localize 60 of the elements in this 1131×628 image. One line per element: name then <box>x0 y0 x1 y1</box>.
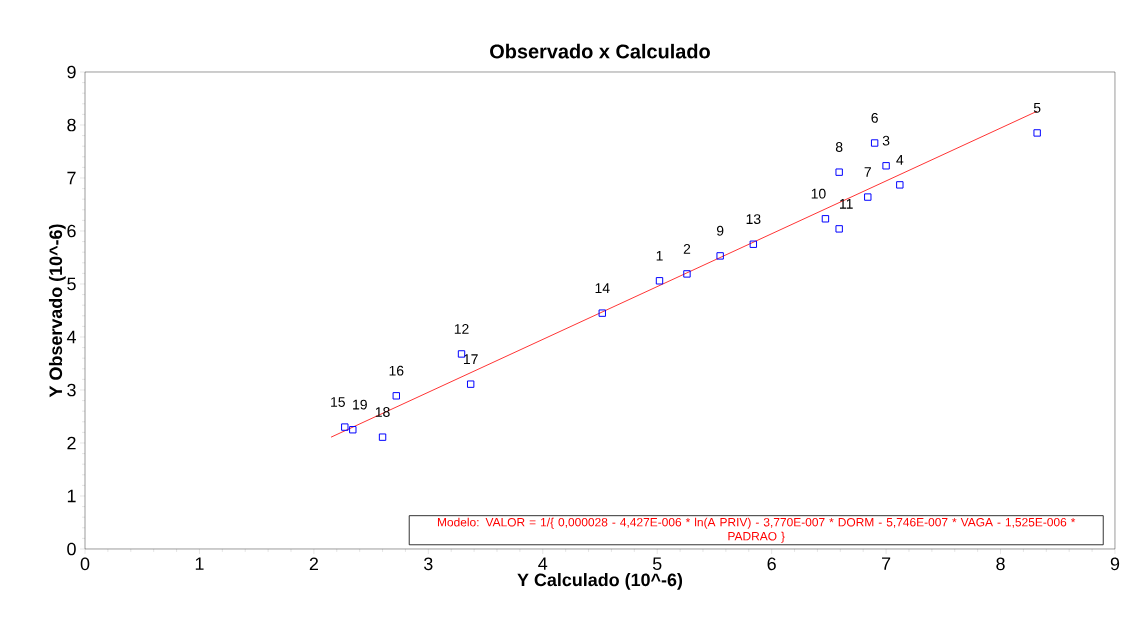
x-axis-title: Y Calculado (10^-6) <box>517 573 683 590</box>
chart-title: Observado x Calculado <box>490 43 710 59</box>
point <box>655 277 664 285</box>
annotation: 1 <box>656 251 663 261</box>
annotation: 3 <box>882 135 890 146</box>
y-tick-label: 4 <box>66 330 76 344</box>
y-tick-label: 1 <box>67 489 76 503</box>
point <box>1033 129 1041 137</box>
point <box>882 162 890 170</box>
annotation: 15 <box>331 397 345 407</box>
point <box>683 270 691 278</box>
point <box>896 181 904 189</box>
annotation: 12 <box>454 324 469 334</box>
annotation: 8 <box>835 142 843 152</box>
point <box>378 433 387 441</box>
x-tick-label: 2 <box>309 557 318 571</box>
annotation: 9 <box>716 225 724 236</box>
point <box>466 380 475 388</box>
annotation: 6 <box>871 112 878 123</box>
point <box>749 240 758 248</box>
y-tick-label: 0 <box>67 542 76 556</box>
y-tick-label: 3 <box>67 383 76 397</box>
x-tick-label: 5 <box>652 557 662 571</box>
x-tick-label: 8 <box>996 557 1005 571</box>
point <box>821 215 830 223</box>
annotation: 10 <box>811 188 826 199</box>
point <box>392 392 400 400</box>
annotation: 19 <box>353 399 367 410</box>
point <box>598 309 606 317</box>
point <box>716 252 724 260</box>
x-tick-label: 7 <box>882 557 891 570</box>
annotation: 13 <box>746 214 761 225</box>
annotation: 7 <box>864 167 871 177</box>
y-tick-label: 5 <box>67 277 76 291</box>
x-tick-label: 9 <box>1110 557 1120 571</box>
point <box>349 426 357 434</box>
point <box>341 423 349 431</box>
y-tick-label: 8 <box>67 118 76 132</box>
x-tick-label: 3 <box>424 557 433 571</box>
annotation: 2 <box>683 243 691 254</box>
y-axis-title: Y Observado (10^-6) <box>48 224 66 398</box>
point <box>835 225 843 233</box>
point <box>870 139 879 147</box>
point <box>864 193 872 201</box>
y-tick-label: 7 <box>67 171 76 185</box>
y-tick-label: 9 <box>67 65 76 79</box>
y-tick-label: 6 <box>67 224 76 238</box>
annotation: 16 <box>389 365 404 376</box>
annotation: 17 <box>463 354 478 364</box>
x-tick-label: 6 <box>767 557 776 571</box>
x-tick-label: 4 <box>538 557 548 570</box>
annotation: 5 <box>1033 103 1041 113</box>
annotation: 14 <box>595 283 610 293</box>
x-tick-label: 0 <box>80 557 90 571</box>
y-tick-label: 2 <box>67 436 76 450</box>
point <box>835 168 843 176</box>
annotation: 4 <box>896 155 904 165</box>
annotation: Modelo: VALOR = 1/{ 0,000028 - 4,427E-006 * ln(A PRIV) - 3,770E-007 * DORM - 5,746E-007 * VAGA - 1,525E-006 * PADRAO } <box>437 517 1076 543</box>
annotation: 11 <box>839 199 853 209</box>
x-tick-label: 1 <box>195 557 204 570</box>
